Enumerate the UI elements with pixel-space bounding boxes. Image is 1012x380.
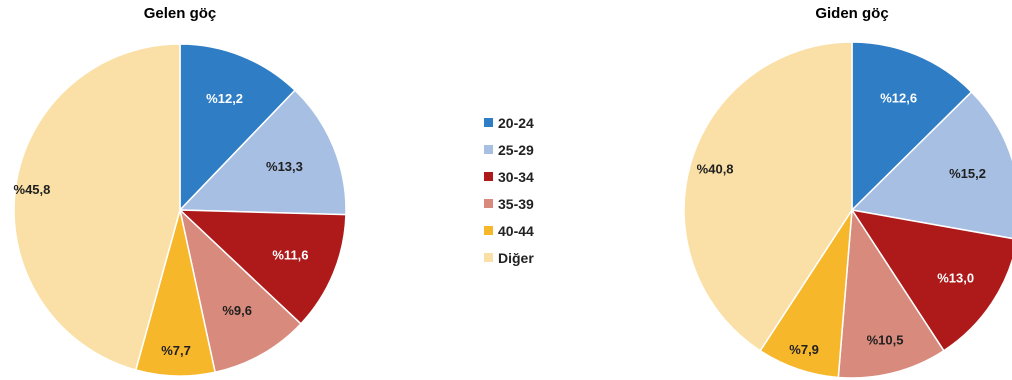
- pie-slice-30-34: [850, 208, 1012, 352]
- legend-item: 25-29: [484, 136, 534, 163]
- pie-slice-20-24: [179, 43, 297, 212]
- pie-giden: %12,6 %15,2 %13,0 %10,5 %7,9 %40,8: [683, 41, 1012, 379]
- slice-label-30-34: %11,6: [272, 248, 308, 263]
- chart-title-gelen: Gelen göç: [143, 5, 217, 22]
- slice-label-40-44: %7,7: [161, 343, 191, 358]
- legend-label: 20-24: [498, 114, 534, 131]
- chart-title-giden: Giden göç: [815, 5, 889, 22]
- legend-swatch: [484, 226, 493, 235]
- legend-swatch: [484, 253, 493, 262]
- pie-slice-35-39: [837, 207, 945, 379]
- legend-label: 30-34: [498, 168, 534, 185]
- slice-label-40-44: %7,9: [789, 342, 819, 357]
- legend-item: 35-39: [484, 190, 534, 217]
- slice-label-30-34: %13,0: [937, 271, 974, 286]
- legend-item: 30-34: [484, 163, 534, 190]
- slice-label-35-39: %9,6: [222, 303, 252, 318]
- legend-swatch: [484, 172, 493, 181]
- legend-item: 40-44: [484, 217, 534, 244]
- slice-label-20-24: %12,2: [206, 91, 243, 106]
- slice-label-diger: %45,8: [14, 182, 51, 197]
- pie-slice-diger: [13, 43, 181, 371]
- legend-label: 35-39: [498, 195, 534, 212]
- legend-swatch: [484, 199, 493, 208]
- legend-label: 40-44: [498, 222, 534, 239]
- pie-slice-25-29: [850, 90, 1012, 240]
- pie-slice-diger: [683, 41, 853, 352]
- legend-item: 20-24: [484, 109, 534, 136]
- legend-swatch: [484, 145, 493, 154]
- pie-gelen: %12,2 %13,3 %11,6 %9,6 %7,7 %45,8: [13, 43, 347, 377]
- legend-swatch: [484, 118, 493, 127]
- legend-item: Diğer: [484, 244, 534, 271]
- slice-label-diger: %40,8: [697, 161, 734, 176]
- slice-label-25-29: %15,2: [949, 166, 986, 181]
- pie-slice-25-29: [178, 89, 347, 216]
- pie-slice-20-24: [851, 41, 973, 212]
- slice-label-20-24: %12,6: [880, 90, 917, 105]
- pie-slice-30-34: [178, 209, 347, 325]
- legend-label: 25-29: [498, 141, 534, 158]
- legend-label: Diğer: [498, 249, 534, 266]
- slice-label-25-29: %13,3: [266, 159, 303, 174]
- slice-label-35-39: %10,5: [867, 332, 904, 347]
- pie-slice-35-39: [178, 207, 302, 374]
- legend: 20-24 25-29 30-34 35-39 40-44 Diğer: [484, 109, 534, 271]
